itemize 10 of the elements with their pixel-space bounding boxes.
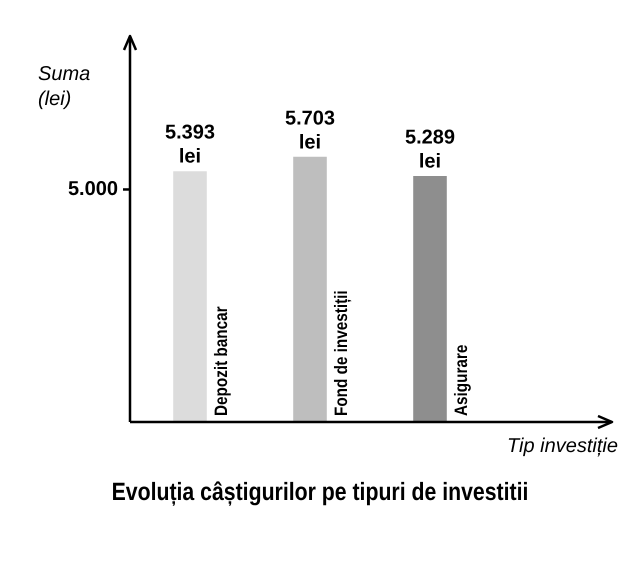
text: Evoluția câștigurilor pe tipuri de investitii — [110, 478, 530, 507]
y-tick-label: 5.000 — [68, 178, 118, 200]
data-label: 5.289 lei — [404, 126, 456, 173]
x-axis-title: Tip investiție — [507, 435, 618, 457]
data-label: 5.703 lei — [284, 107, 336, 154]
x-tick-label: Fond de investiții — [330, 290, 352, 416]
x-tick-label: Depozit bancar — [210, 306, 232, 416]
data-label: 5.393 lei — [164, 122, 216, 168]
x-tick-label: Asigurare — [450, 344, 472, 416]
y-axis-title: Suma (lei) — [38, 63, 90, 110]
